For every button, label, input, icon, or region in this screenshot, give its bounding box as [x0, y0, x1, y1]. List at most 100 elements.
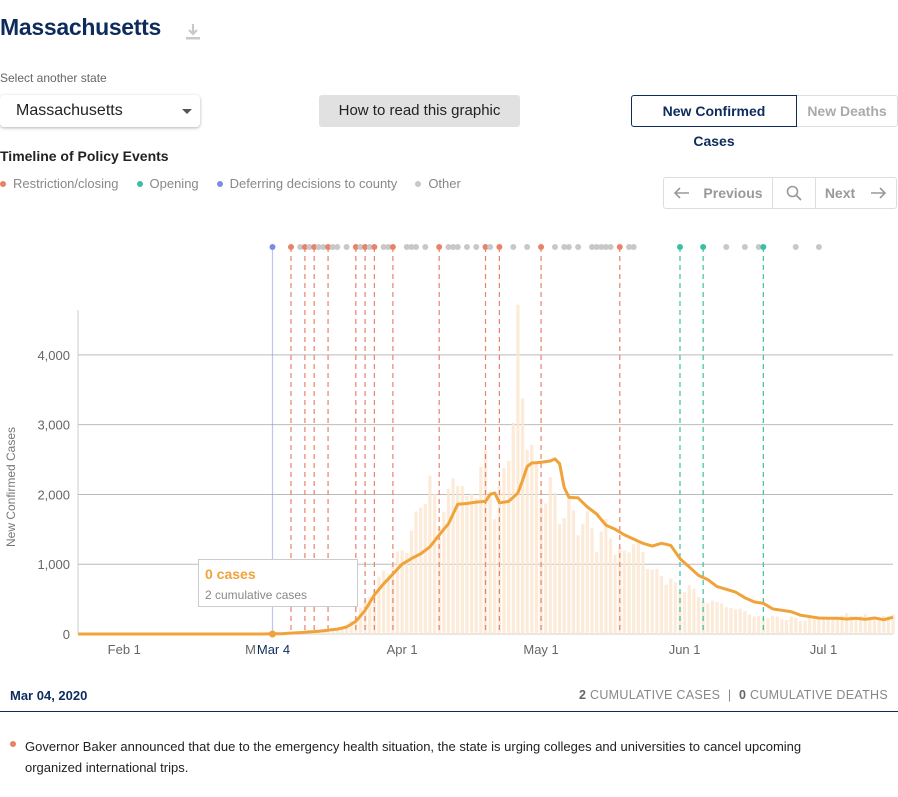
- policy-event-dot: [487, 244, 494, 250]
- daily-bar: [715, 601, 719, 634]
- policy-event-dot: [524, 244, 531, 250]
- policy-event-dot: [362, 244, 369, 250]
- x-tick-label: Jun 1: [669, 642, 701, 657]
- daily-bar: [317, 632, 321, 634]
- y-axis-title: New Confirmed Cases: [4, 427, 18, 547]
- policy-event-dot: [792, 244, 799, 250]
- daily-bar: [502, 468, 506, 634]
- daily-bar: [868, 617, 872, 634]
- cumulative-cases-value: 2: [578, 688, 587, 702]
- daily-bar: [757, 615, 761, 634]
- daily-bar: [493, 519, 497, 634]
- event-navigation: Previous Next: [663, 177, 897, 209]
- daily-bar: [414, 511, 418, 634]
- zoom-button[interactable]: [773, 178, 816, 208]
- legend-label: Restriction/closing: [13, 176, 119, 191]
- cumulative-deaths-value: 0: [738, 688, 747, 702]
- daily-bar: [659, 575, 664, 634]
- daily-bar: [886, 616, 890, 634]
- daily-bar: [683, 592, 687, 634]
- daily-bar: [882, 615, 886, 634]
- daily-bar: [358, 607, 363, 634]
- y-tick-label: 3,000: [37, 418, 70, 433]
- new-confirmed-cases-tab[interactable]: New Confirmed Cases: [631, 95, 797, 149]
- daily-bar: [710, 600, 715, 634]
- policy-event-dot: [413, 244, 420, 250]
- daily-bar: [599, 531, 603, 634]
- daily-bar: [687, 584, 691, 634]
- policy-event-dot: [301, 244, 308, 250]
- policy-event-dot: [371, 244, 378, 250]
- policy-event-dot: [630, 244, 637, 250]
- chevron-down-icon: [182, 109, 192, 114]
- daily-bar: [340, 627, 344, 634]
- policy-event-dot: [589, 244, 596, 250]
- x-tick-label: May 1: [523, 642, 558, 657]
- policy-event-dot: [380, 244, 387, 250]
- next-button[interactable]: Next: [816, 178, 896, 208]
- daily-bar: [733, 609, 738, 634]
- cumulative-deaths-label: CUMULATIVE DEATHS: [750, 688, 888, 702]
- daily-bar: [368, 596, 372, 634]
- policy-event-dot: [463, 244, 470, 250]
- daily-bar: [692, 588, 696, 634]
- restriction-dot-icon: [10, 741, 16, 747]
- daily-bar: [400, 550, 404, 634]
- policy-event-dot: [538, 244, 545, 250]
- policy-event-dot: [482, 244, 489, 250]
- previous-button[interactable]: Previous: [664, 178, 773, 208]
- daily-bar: [520, 398, 525, 634]
- timeline-title: Timeline of Policy Events: [0, 148, 169, 164]
- daily-bar: [497, 486, 502, 634]
- daily-bar: [641, 552, 645, 634]
- daily-bar: [831, 617, 835, 634]
- download-icon[interactable]: [184, 22, 202, 42]
- arrow-left-icon: [674, 187, 690, 199]
- y-tick-label: 0: [63, 627, 70, 642]
- daily-bar: [784, 620, 789, 634]
- daily-bar: [382, 570, 386, 634]
- restriction-dot-icon: [0, 180, 6, 187]
- policy-event-dot: [385, 244, 392, 250]
- policy-event-dot: [626, 244, 633, 250]
- daily-bar: [423, 503, 427, 634]
- new-deaths-tab[interactable]: New Deaths: [797, 95, 898, 127]
- daily-bar: [419, 507, 423, 634]
- legend-item-other: Other: [415, 176, 461, 191]
- daily-bar: [344, 624, 349, 634]
- daily-bar: [858, 616, 863, 634]
- daily-bar: [613, 554, 617, 634]
- daily-bar: [451, 478, 455, 634]
- legend-label: Deferring decisions to county: [229, 176, 398, 191]
- daily-bar: [724, 607, 728, 634]
- legend-label: Opening: [149, 176, 199, 191]
- policy-event-dot: [723, 244, 730, 250]
- daily-bar: [386, 573, 390, 634]
- daily-bar: [395, 551, 400, 634]
- daily-bar: [872, 620, 877, 634]
- daily-bar: [627, 552, 631, 634]
- policy-event-dot: [496, 244, 503, 250]
- state-select-label: Select another state: [0, 71, 107, 85]
- state-select-value: Massachusetts: [16, 102, 123, 119]
- daily-bar: [821, 618, 826, 634]
- y-tick-label: 4,000: [37, 348, 70, 363]
- daily-bar: [655, 568, 659, 634]
- policy-event-dot: [598, 244, 605, 250]
- daily-bar: [863, 614, 867, 634]
- daily-bar: [770, 615, 775, 634]
- daily-bar: [696, 597, 701, 634]
- policy-event-dot: [288, 244, 295, 250]
- daily-bar: [530, 444, 534, 634]
- daily-bar: [664, 584, 668, 634]
- daily-bar: [729, 607, 733, 634]
- daily-bar: [562, 517, 566, 634]
- daily-bar: [405, 552, 409, 634]
- daily-bar: [525, 449, 529, 634]
- search-icon: [786, 185, 802, 201]
- policy-event-dot: [815, 244, 822, 250]
- daily-bar: [789, 616, 793, 634]
- daily-bar: [428, 475, 432, 634]
- how-to-read-button[interactable]: How to read this graphic: [319, 95, 520, 127]
- state-select[interactable]: Massachusetts: [0, 95, 200, 127]
